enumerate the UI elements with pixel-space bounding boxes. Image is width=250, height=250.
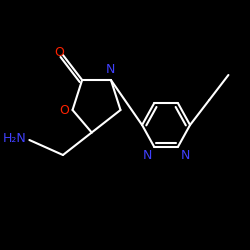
Text: O: O	[54, 46, 64, 59]
Text: N: N	[142, 149, 152, 162]
Text: H₂N: H₂N	[3, 132, 27, 145]
Text: O: O	[59, 104, 69, 117]
Text: N: N	[180, 149, 190, 162]
Text: N: N	[106, 63, 116, 76]
